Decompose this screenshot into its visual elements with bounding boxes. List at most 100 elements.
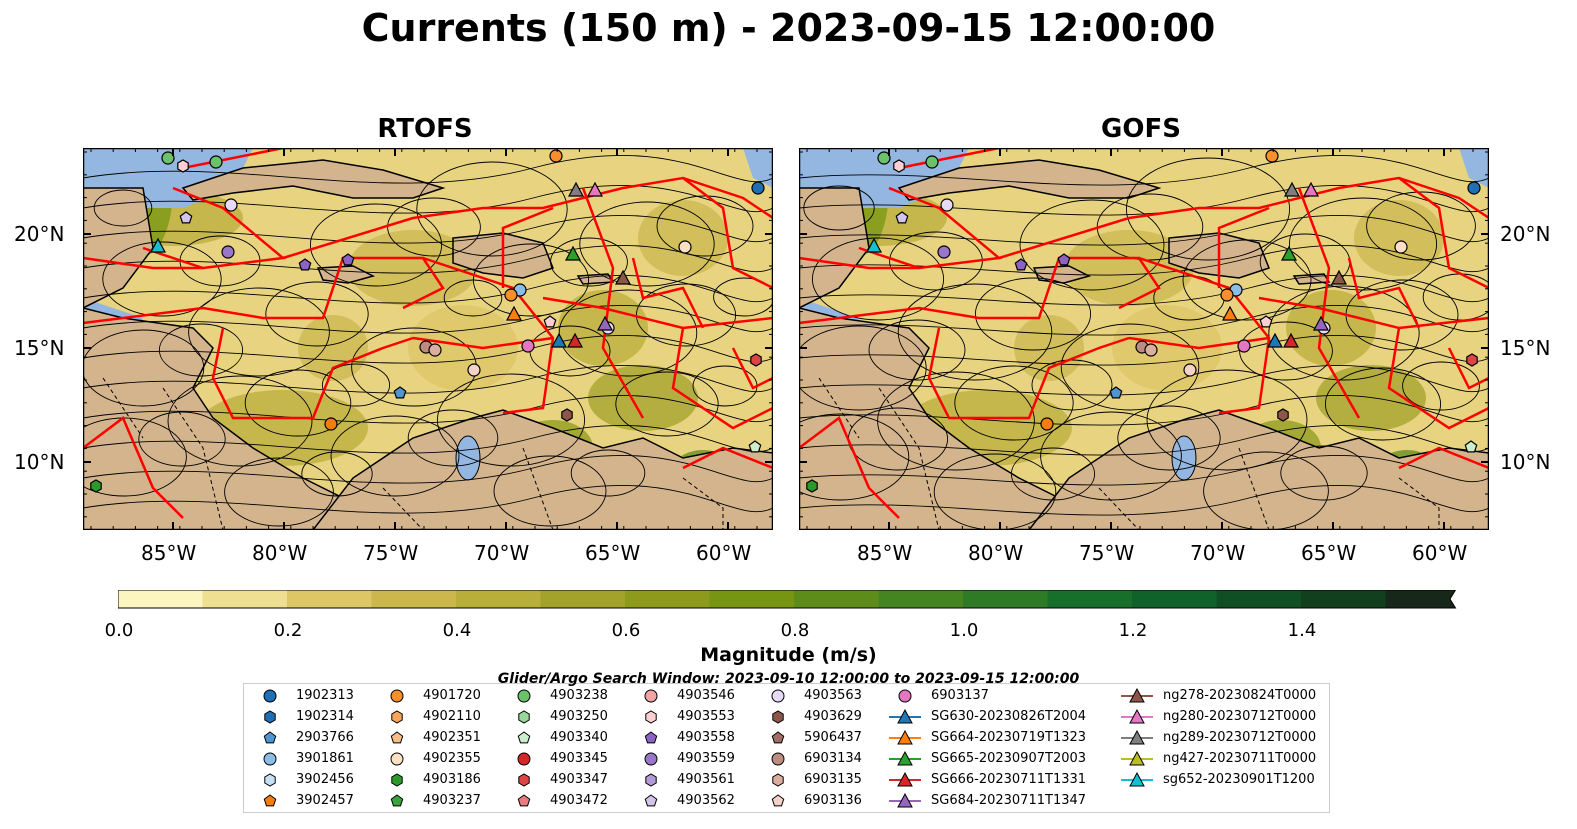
- speed-patch: [638, 200, 728, 276]
- lon-label-60w-left: 60°W: [696, 541, 751, 565]
- colorbar-tick: 0.8: [781, 620, 810, 641]
- speed-patch: [1286, 290, 1376, 366]
- legend-marker-icon: [633, 791, 673, 811]
- argo-float-marker: [210, 156, 222, 168]
- argo-float-marker: [222, 246, 234, 258]
- legend-marker-icon: [760, 707, 800, 727]
- legend-marker-icon: [760, 728, 800, 748]
- legend-item-label: 1902314: [296, 707, 354, 727]
- legend-marker-icon: [379, 770, 419, 790]
- legend-marker-icon: [506, 728, 546, 748]
- legend-marker-icon: [379, 707, 419, 727]
- argo-float-marker: [1041, 418, 1053, 430]
- lat-label-20n-right: 20°N: [1500, 222, 1550, 246]
- legend-item-label: 4903558: [677, 728, 735, 748]
- legend-item-label: 1902313: [296, 686, 354, 706]
- legend-marker-icon: [379, 791, 419, 811]
- lat-label-15n-left: 15°N: [14, 336, 64, 360]
- colorbar-tick: 1.0: [950, 620, 979, 641]
- legend-marker-icon: [887, 707, 927, 727]
- legend-item-label: 4903186: [423, 770, 481, 790]
- lat-label-10n-right: 10°N: [1500, 450, 1550, 474]
- argo-float-marker: [1184, 364, 1196, 376]
- legend-marker-icon: [887, 728, 927, 748]
- lon-label-65w-right: 65°W: [1301, 541, 1356, 565]
- legend-item-label: 4903559: [677, 749, 735, 769]
- legend-item-label: 4903562: [677, 791, 735, 811]
- legend-item-label: 4903238: [550, 686, 608, 706]
- legend-item-label: 6903136: [804, 791, 862, 811]
- argo-float-marker: [1278, 409, 1288, 421]
- colorbar-tick: 1.4: [1288, 620, 1317, 641]
- legend-marker-icon: [760, 770, 800, 790]
- colorbar-segment: [794, 590, 879, 608]
- legend-marker-icon: [252, 728, 292, 748]
- legend-item-label: 4903345: [550, 749, 608, 769]
- colorbar-segment: [118, 590, 203, 608]
- legend-marker-icon: [887, 770, 927, 790]
- colorbar-segment: [963, 590, 1048, 608]
- argo-float-marker: [562, 409, 572, 421]
- colorbar-segment: [1301, 590, 1386, 608]
- legend-item-label: ng280-20230712T0000: [1163, 707, 1316, 727]
- legend-item-label: 4903237: [423, 791, 481, 811]
- colorbar-segment: [541, 590, 626, 608]
- lon-label-60w-right: 60°W: [1412, 541, 1467, 565]
- legend-marker-icon: [1119, 707, 1159, 727]
- legend-item-label: 4903546: [677, 686, 735, 706]
- argo-float-marker: [938, 246, 950, 258]
- argo-float-marker: [325, 418, 337, 430]
- lon-label-80w-left: 80°W: [252, 541, 307, 565]
- argo-float-marker: [91, 480, 101, 492]
- legend-item-label: ng427-20230711T0000: [1163, 749, 1316, 769]
- legend-item-label: 4903629: [804, 707, 862, 727]
- argo-float-marker: [752, 182, 764, 194]
- colorbar-tick: 0.6: [612, 620, 641, 641]
- argo-float-marker: [941, 199, 953, 211]
- argo-float-marker: [1266, 150, 1278, 162]
- argo-float-marker: [1238, 340, 1250, 352]
- argo-float-marker: [679, 241, 691, 253]
- legend-marker-icon: [506, 770, 546, 790]
- colorbar-tick: 0.0: [105, 620, 134, 641]
- legend-marker-icon: [252, 749, 292, 769]
- legend-item-label: 4903561: [677, 770, 735, 790]
- argo-float-marker: [751, 354, 761, 366]
- lon-label-85w-left: 85°W: [141, 541, 196, 565]
- legend-item-label: 3901861: [296, 749, 354, 769]
- legend-item-label: 4902110: [423, 707, 481, 727]
- legend-marker-icon: [252, 791, 292, 811]
- argo-float-marker: [1468, 182, 1480, 194]
- argo-float-marker: [429, 344, 441, 356]
- legend-item-label: 4903563: [804, 686, 862, 706]
- colorbar-tick: 0.4: [443, 620, 472, 641]
- legend-marker-icon: [633, 770, 673, 790]
- argo-float-marker: [225, 199, 237, 211]
- argo-float-marker: [926, 156, 938, 168]
- argo-float-marker: [1221, 289, 1233, 301]
- legend-item-label: 4903553: [677, 707, 735, 727]
- legend-marker-icon: [633, 728, 673, 748]
- legend-marker-icon: [1119, 686, 1159, 706]
- figure-title: Currents (150 m) - 2023-09-15 12:00:00: [0, 6, 1577, 50]
- legend-item-label: 4903250: [550, 707, 608, 727]
- map-panel-gofs: [799, 148, 1489, 530]
- legend-marker-icon: [379, 686, 419, 706]
- legend-item-label: SG666-20230711T1331: [931, 770, 1086, 790]
- colorbar-segment: [287, 590, 372, 608]
- legend-marker-icon: [1119, 749, 1159, 769]
- legend-item-label: 4901720: [423, 686, 481, 706]
- legend-item-label: ng289-20230712T0000: [1163, 728, 1316, 748]
- argo-float-marker: [178, 160, 188, 172]
- colorbar-segment: [456, 590, 541, 608]
- panel-title-gofs: GOFS: [796, 114, 1486, 144]
- legend-marker-icon: [252, 686, 292, 706]
- legend-marker-icon: [1119, 770, 1159, 790]
- legend-marker-icon: [760, 791, 800, 811]
- legend-item-label: 4902355: [423, 749, 481, 769]
- legend-item-label: ng278-20230824T0000: [1163, 686, 1316, 706]
- map-panel-rtofs: [83, 148, 773, 530]
- speed-patch: [1354, 200, 1444, 276]
- legend-item-label: 6903137: [931, 686, 989, 706]
- colorbar-segment: [710, 590, 795, 608]
